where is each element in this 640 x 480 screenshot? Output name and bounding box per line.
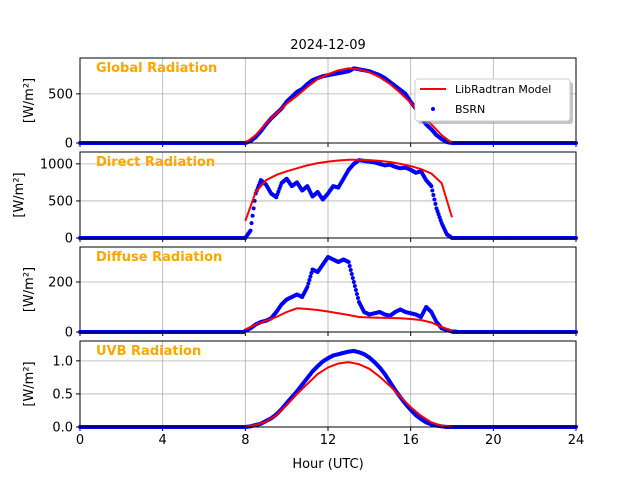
panel-label: Diffuse Radiation xyxy=(96,250,222,265)
bsrn-point xyxy=(248,228,253,233)
bsrn-point xyxy=(350,276,355,280)
chart-title: 2024-12-09 xyxy=(290,38,366,53)
x-tick-label: 24 xyxy=(568,433,585,448)
legend-bsrn-swatch xyxy=(431,107,435,111)
y-tick-label: 0.5 xyxy=(52,387,73,402)
x-tick-label: 12 xyxy=(320,433,337,448)
y-tick-label: 500 xyxy=(48,87,73,102)
legend: LibRadtran Model BSRN xyxy=(414,78,573,124)
axes-frame xyxy=(79,151,577,239)
bsrn-point xyxy=(249,221,254,226)
y-tick-label: 1000 xyxy=(40,157,73,172)
bsrn-point xyxy=(429,184,434,189)
y-tick-label: 0.0 xyxy=(52,421,73,436)
legend-box xyxy=(414,78,571,122)
x-axis-label: Hour (UTC) xyxy=(292,457,363,472)
bsrn-point xyxy=(353,288,358,292)
bsrn-point xyxy=(305,285,310,289)
panel-label: Direct Radiation xyxy=(96,155,215,170)
y-tick-label: 0 xyxy=(65,137,73,152)
axes-frame xyxy=(79,57,577,144)
bsrn-point xyxy=(354,292,359,296)
x-tick-label: 16 xyxy=(402,433,419,448)
bsrn-point xyxy=(348,268,353,272)
y-tick-label: 500 xyxy=(48,194,73,209)
model-line xyxy=(245,361,453,428)
panel-diffuse-radiation: 0 200 [W/m²] Diffuse Radiation xyxy=(22,246,578,341)
y-axis-label: [W/m²] xyxy=(12,172,27,217)
panel-uvb-radiation: 0.0 0.5 1.0 0 4 8 12 16 20 24 [W/m²] UVB Radiation xyxy=(22,340,585,448)
bsrn-point xyxy=(347,264,352,268)
bsrn-point xyxy=(309,271,314,275)
bsrn-point xyxy=(355,296,360,300)
y-tick-label: 200 xyxy=(48,276,73,291)
axes-frame xyxy=(79,246,577,333)
y-tick-label: 0 xyxy=(65,232,73,247)
panel-label: UVB Radiation xyxy=(96,344,201,359)
model-line xyxy=(244,158,453,222)
x-tick-label: 0 xyxy=(76,433,84,448)
bsrn-point xyxy=(346,260,351,264)
y-axis-label: [W/m²] xyxy=(22,267,37,312)
y-tick-label: 0 xyxy=(65,326,73,341)
bsrn-point xyxy=(432,197,437,202)
bsrn-point xyxy=(250,213,255,218)
bsrn-point xyxy=(307,278,312,282)
x-tick-label: 20 xyxy=(485,433,502,448)
model-line xyxy=(244,307,453,332)
y-axis-label: [W/m²] xyxy=(22,78,37,123)
bsrn-point xyxy=(308,274,313,279)
bsrn-point xyxy=(433,201,438,206)
legend-model-label: LibRadtran Model xyxy=(455,83,551,96)
axes-frame xyxy=(79,340,577,428)
bsrn-point xyxy=(431,193,436,197)
y-tick-label: 1.0 xyxy=(52,354,73,369)
y-axis-label: [W/m²] xyxy=(22,361,37,406)
panel-global-radiation: 0 500 [W/m²] Global Radiation xyxy=(22,57,578,152)
bsrn-point xyxy=(349,272,354,276)
bsrn-point xyxy=(352,284,357,288)
panel-label: Global Radiation xyxy=(96,61,217,76)
bsrn-point xyxy=(306,281,311,286)
legend-bsrn-label: BSRN xyxy=(455,103,485,116)
panel-direct-radiation: 0 500 1000 [W/m²] Direct Radiation xyxy=(12,151,578,247)
bsrn-point xyxy=(351,280,356,284)
bsrn-point xyxy=(251,206,256,211)
bsrn-point xyxy=(430,188,435,193)
x-tick-label: 8 xyxy=(241,433,249,448)
x-tick-label: 4 xyxy=(159,433,167,448)
